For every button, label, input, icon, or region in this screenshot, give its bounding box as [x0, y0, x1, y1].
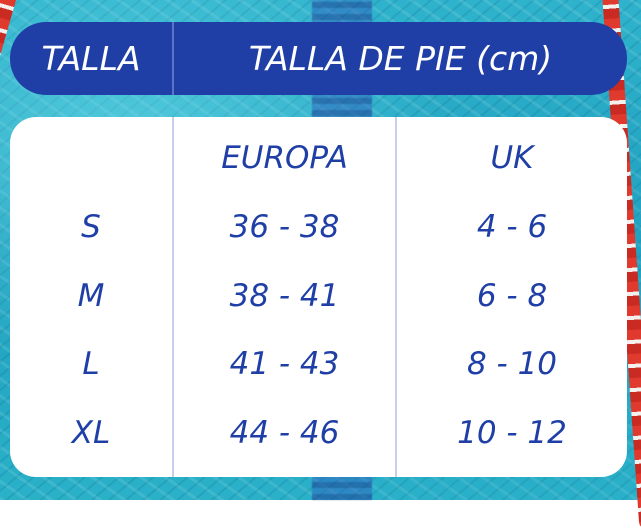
- header-divider: [172, 22, 174, 95]
- row-size: M: [77, 278, 105, 314]
- row-uk-range: 8 - 10: [466, 346, 558, 382]
- subheader-europe: EUROPA: [221, 140, 348, 176]
- size-table-header: TALLA TALLA DE PIE (cm): [10, 22, 627, 95]
- column-divider: [395, 117, 397, 477]
- row-size: L: [82, 346, 100, 382]
- header-foot-size-label: TALLA DE PIE (cm): [248, 39, 553, 78]
- size-table-card: EUROPA UK S 36 - 38 4 - 6 M 38 - 41 6 - …: [10, 117, 627, 477]
- row-uk-range: 6 - 8: [476, 278, 548, 314]
- row-eu-range: 36 - 38: [229, 209, 340, 245]
- subheader-uk: UK: [490, 140, 534, 176]
- header-size-label: TALLA: [41, 39, 141, 78]
- row-uk-range: 10 - 12: [457, 415, 567, 451]
- row-size: S: [81, 209, 101, 245]
- row-eu-range: 41 - 43: [229, 346, 340, 382]
- row-uk-range: 4 - 6: [476, 209, 548, 245]
- row-size: XL: [71, 415, 111, 451]
- column-divider: [172, 117, 174, 477]
- row-eu-range: 44 - 46: [229, 415, 340, 451]
- row-eu-range: 38 - 41: [229, 278, 340, 314]
